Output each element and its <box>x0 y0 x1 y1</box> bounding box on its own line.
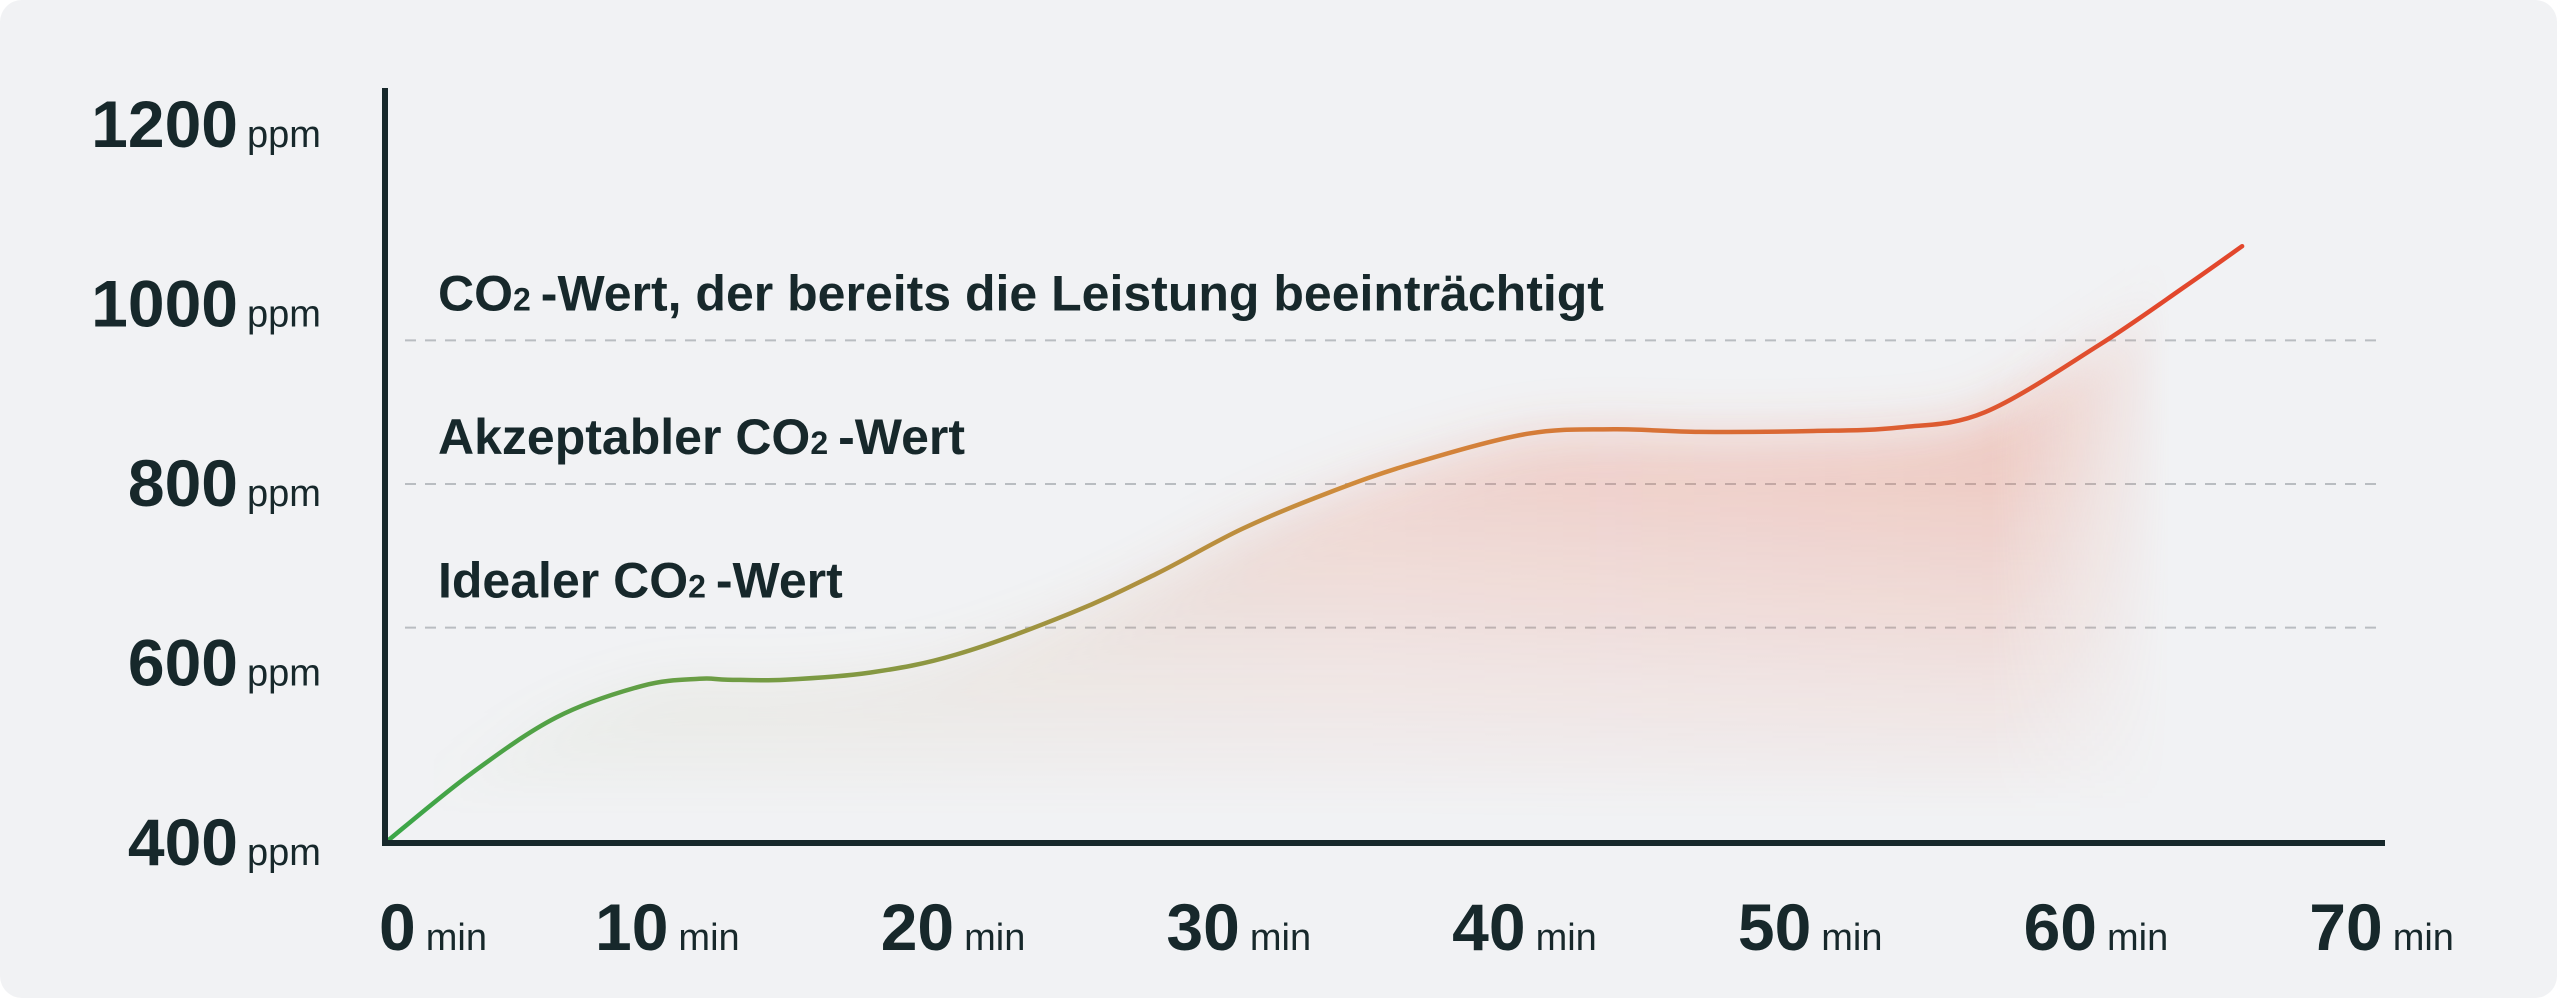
x-tick-label: 40 <box>1452 890 1525 964</box>
threshold-label-rest: -Wert, der bereits die Leistung beeinträ… <box>541 265 1604 321</box>
x-tick-label: 50 <box>1738 890 1811 964</box>
threshold-label-main: CO <box>438 265 513 321</box>
y-tick-label: 600 <box>128 626 238 700</box>
y-tick-unit: ppm <box>247 653 321 695</box>
threshold-label-rest: -Wert <box>716 553 843 609</box>
threshold-label-subscript: 2 <box>810 425 828 461</box>
threshold-label-main: Idealer CO <box>438 553 688 609</box>
co2-series-line <box>382 243 2245 846</box>
threshold-label: CO2 -Wert, der bereits die Leistung beein… <box>438 265 1604 321</box>
area-fill-layer <box>385 252 2243 849</box>
x-tick-unit: min <box>1536 917 1597 959</box>
axes <box>382 88 2385 846</box>
x-tick-label: 30 <box>1166 890 1239 964</box>
x-tick-label: 20 <box>881 890 954 964</box>
y-tick-label: 1000 <box>91 267 238 341</box>
area-fill <box>385 252 2243 849</box>
x-tick-unit: min <box>964 917 1025 959</box>
y-tick-label: 800 <box>128 446 238 520</box>
threshold-layer: CO2 -Wert, der bereits die Leistung beein… <box>405 265 2385 629</box>
threshold-label-subscript: 2 <box>688 569 706 605</box>
x-tick-unit: min <box>426 917 487 959</box>
y-tick-unit: ppm <box>247 114 321 156</box>
x-tick-label: 60 <box>2024 890 2097 964</box>
threshold-label: Idealer CO2 -Wert <box>438 553 843 609</box>
y-tick-unit: ppm <box>247 294 321 336</box>
x-tick-unit: min <box>678 917 739 959</box>
threshold-label-subscript: 2 <box>513 281 531 317</box>
x-tick-unit: min <box>1821 917 1882 959</box>
threshold-label: Akzeptabler CO2 -Wert <box>438 409 965 465</box>
x-tick-unit: min <box>1250 917 1311 959</box>
x-tick-unit: min <box>2107 917 2168 959</box>
y-tick-label: 400 <box>128 805 238 879</box>
x-tick-label: 10 <box>595 890 668 964</box>
x-tick-label: 70 <box>2309 890 2382 964</box>
threshold-label-main: Akzeptabler CO <box>438 409 810 465</box>
x-tick-label: 0 <box>379 890 416 964</box>
threshold-label-rest: -Wert <box>838 409 965 465</box>
y-tick-unit: ppm <box>247 832 321 874</box>
y-tick-label: 1200 <box>91 87 238 161</box>
y-tick-unit: ppm <box>247 473 321 515</box>
x-tick-unit: min <box>2393 917 2454 959</box>
